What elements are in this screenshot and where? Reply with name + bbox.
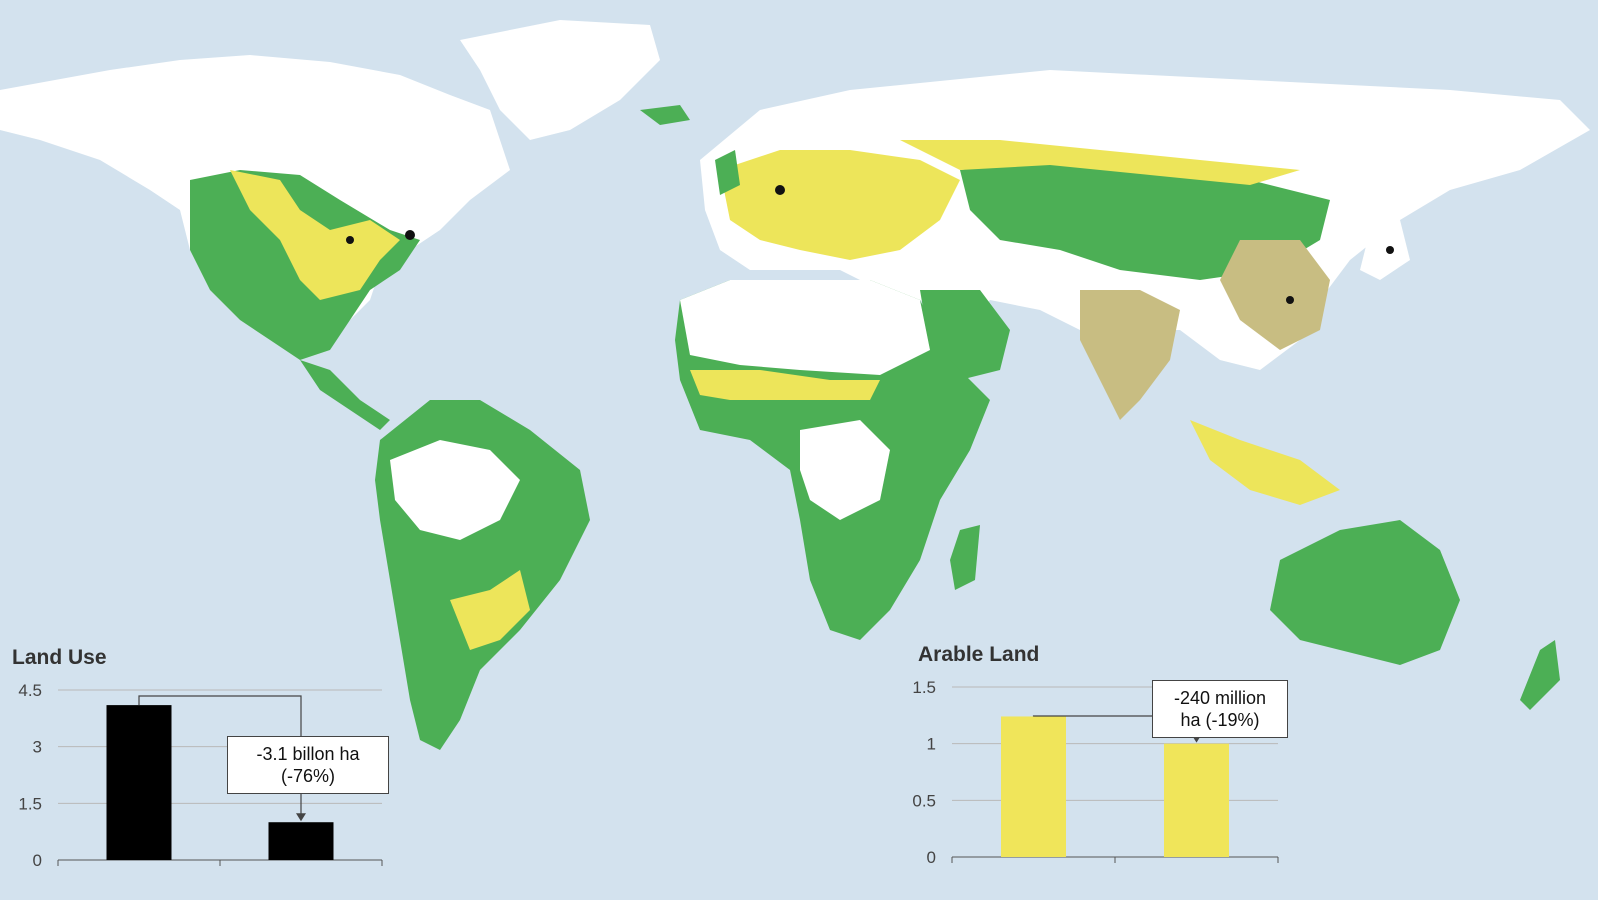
india-cropland (1080, 290, 1180, 420)
y-tick-label: 0 (927, 848, 936, 867)
arable-land-chart: 0 0.5 1 1.5 (912, 678, 1279, 867)
land-use-callout-line1: -3.1 billon ha (256, 744, 360, 764)
north-america-cropland (230, 170, 400, 300)
australia (1270, 520, 1460, 665)
south-america-amazon (390, 440, 520, 540)
asia-cropland-north (900, 140, 1300, 185)
land-use-chart-title: Land Use (12, 646, 107, 669)
central-america (300, 360, 390, 430)
bar-1 (1001, 716, 1066, 857)
iceland (640, 105, 690, 125)
madagascar (950, 525, 980, 590)
arable-land-chart-title: Arable Land (918, 643, 1040, 666)
china-cropland (1220, 240, 1330, 350)
y-tick-label: 4.5 (18, 681, 42, 700)
y-tick-label: 0 (33, 851, 42, 870)
land-use-callout-line2: (-76%) (280, 766, 335, 786)
arable-land-callout-line2: ha (-19%) (1180, 710, 1260, 730)
arable-land-callout-line1: -240 million (1173, 688, 1267, 708)
connector-bracket (138, 695, 302, 736)
y-tick-label: 3 (33, 738, 42, 757)
y-tick-label: 0.5 (912, 791, 936, 810)
y-tick-label: 1 (927, 735, 936, 754)
bar-2 (268, 822, 334, 860)
connector-arrowhead (296, 813, 306, 822)
y-tick-label: 1.5 (18, 794, 42, 813)
southeast-asia (1190, 420, 1340, 505)
uk (715, 150, 740, 195)
bar-2 (1164, 743, 1229, 857)
land-use-callout: -3.1 billon ha (-76%) (227, 736, 389, 794)
europe-cropland (720, 150, 960, 260)
land-masses (0, 20, 1590, 750)
congo (800, 420, 890, 520)
bar-1 (106, 705, 172, 860)
south-america-cropland (450, 570, 530, 650)
arable-land-callout: -240 million ha (-19%) (1152, 680, 1288, 738)
greenland-land (460, 20, 660, 140)
sahara (680, 280, 930, 375)
y-tick-label: 1.5 (912, 678, 936, 697)
new-zealand (1520, 640, 1560, 710)
sahel-cropland (690, 370, 880, 400)
japan (1360, 220, 1410, 280)
land-use-chart: 0 1.5 3 4.5 (18, 681, 383, 870)
